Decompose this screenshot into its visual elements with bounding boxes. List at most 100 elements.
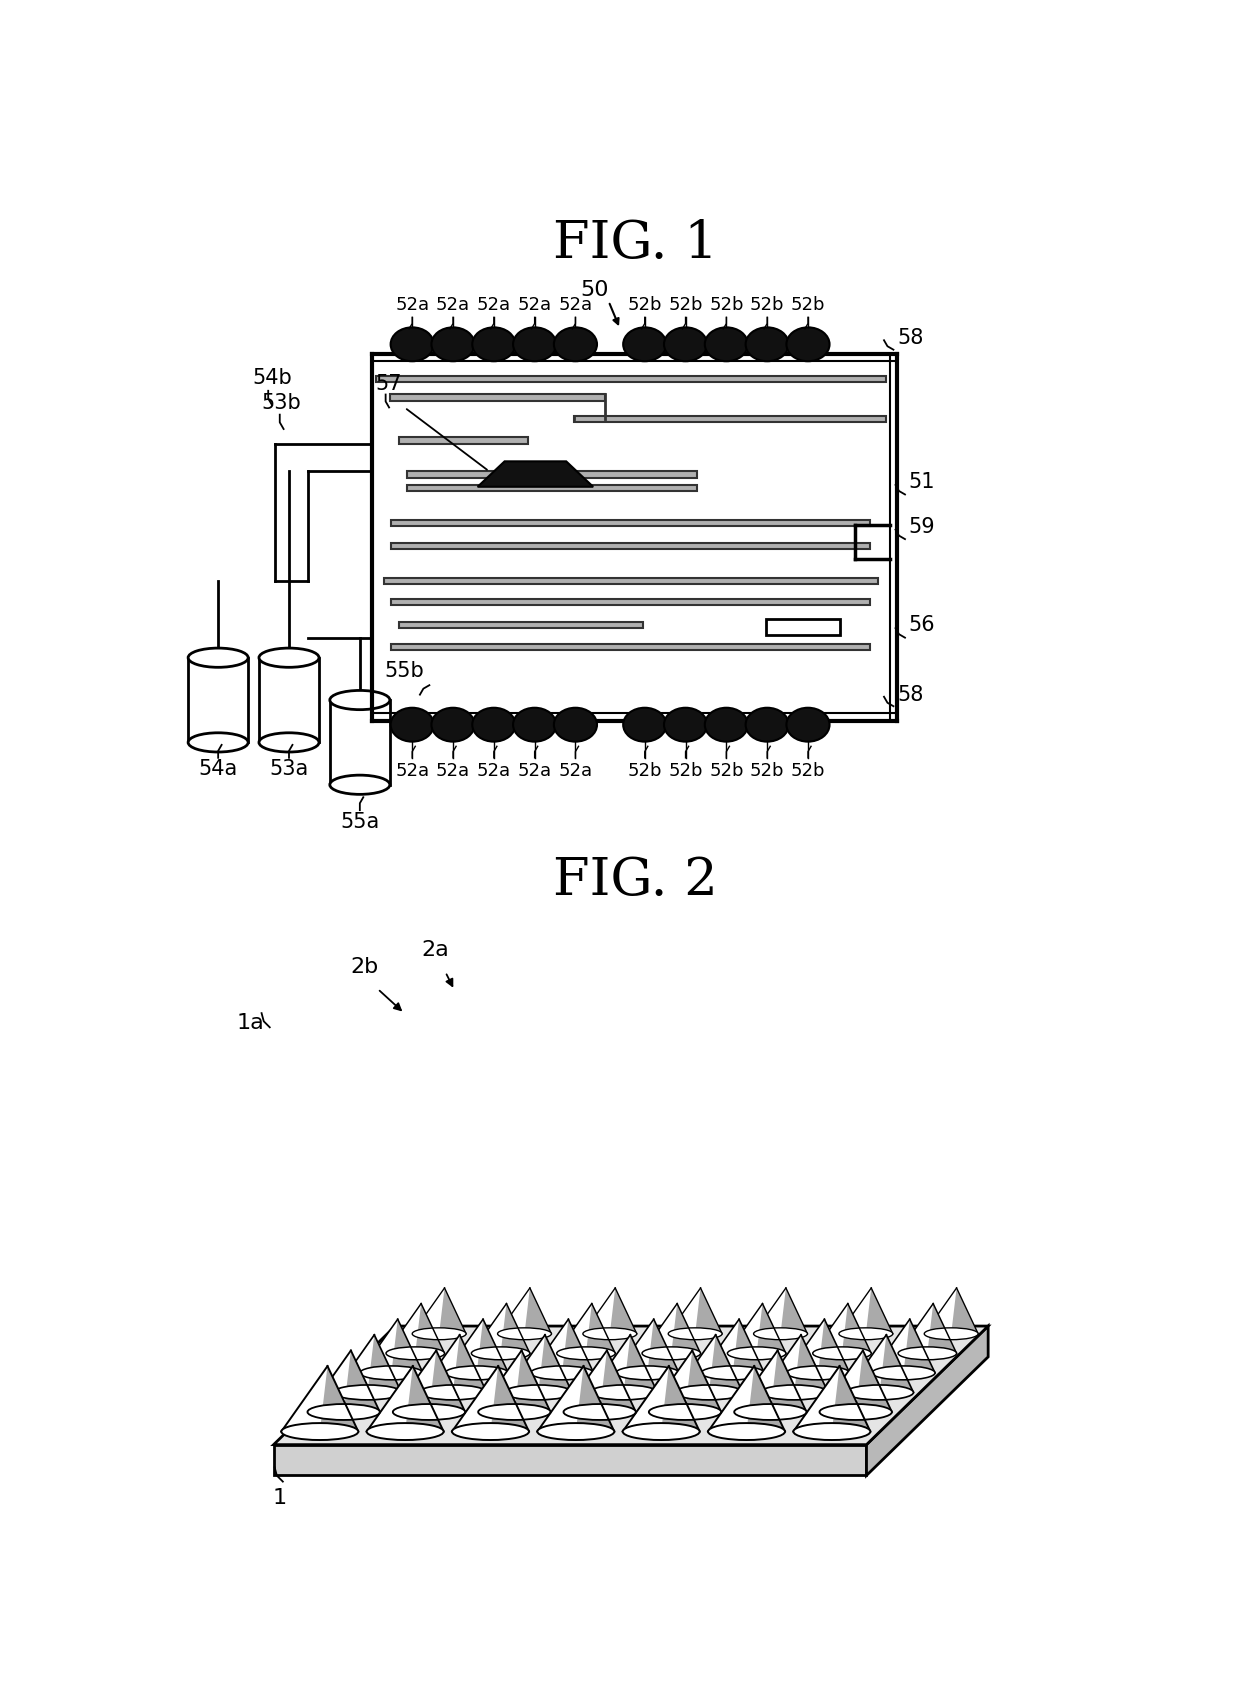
Bar bbox=[259, 658, 319, 742]
Polygon shape bbox=[308, 1351, 379, 1412]
Text: 53b: 53b bbox=[262, 393, 301, 414]
Polygon shape bbox=[415, 1303, 444, 1353]
Polygon shape bbox=[453, 1336, 487, 1392]
Polygon shape bbox=[360, 1319, 423, 1373]
Polygon shape bbox=[600, 1351, 636, 1412]
Ellipse shape bbox=[786, 327, 830, 361]
Ellipse shape bbox=[701, 1366, 764, 1380]
Polygon shape bbox=[515, 1351, 551, 1412]
Ellipse shape bbox=[624, 327, 666, 361]
Bar bbox=[188, 658, 248, 742]
Polygon shape bbox=[898, 1303, 956, 1353]
Bar bbox=[392, 644, 870, 649]
Ellipse shape bbox=[432, 327, 475, 361]
Polygon shape bbox=[820, 1351, 892, 1412]
Ellipse shape bbox=[472, 327, 516, 361]
Polygon shape bbox=[274, 1444, 867, 1475]
Polygon shape bbox=[334, 1336, 402, 1392]
Bar bbox=[407, 471, 697, 478]
Ellipse shape bbox=[281, 1424, 358, 1441]
Text: 52b: 52b bbox=[791, 295, 826, 314]
Polygon shape bbox=[622, 1366, 699, 1432]
Bar bbox=[399, 437, 528, 444]
Bar bbox=[399, 622, 644, 629]
Polygon shape bbox=[872, 1319, 935, 1373]
Polygon shape bbox=[746, 1366, 785, 1432]
Polygon shape bbox=[794, 1366, 870, 1432]
Ellipse shape bbox=[330, 690, 389, 710]
Ellipse shape bbox=[563, 1403, 636, 1420]
Polygon shape bbox=[497, 1288, 552, 1334]
Ellipse shape bbox=[786, 1366, 849, 1380]
Ellipse shape bbox=[505, 1385, 572, 1400]
Polygon shape bbox=[616, 1319, 680, 1373]
Polygon shape bbox=[590, 1336, 657, 1392]
Bar bbox=[330, 700, 389, 785]
Polygon shape bbox=[728, 1303, 786, 1353]
Ellipse shape bbox=[754, 1327, 807, 1339]
Polygon shape bbox=[795, 1336, 828, 1392]
Text: 1: 1 bbox=[273, 1488, 286, 1509]
Ellipse shape bbox=[554, 709, 596, 742]
Polygon shape bbox=[647, 1319, 680, 1373]
Bar bbox=[376, 376, 885, 381]
Polygon shape bbox=[583, 1288, 637, 1334]
Ellipse shape bbox=[557, 1348, 615, 1359]
Bar bbox=[392, 520, 870, 525]
Ellipse shape bbox=[472, 709, 516, 742]
Ellipse shape bbox=[616, 1366, 680, 1380]
Text: 52b: 52b bbox=[627, 295, 662, 314]
Polygon shape bbox=[924, 1288, 978, 1334]
Polygon shape bbox=[367, 1366, 444, 1432]
Text: 52b: 52b bbox=[791, 761, 826, 780]
Polygon shape bbox=[818, 1319, 849, 1373]
Text: 52a: 52a bbox=[436, 295, 470, 314]
Ellipse shape bbox=[583, 1327, 637, 1339]
Polygon shape bbox=[770, 1351, 806, 1412]
Text: 50: 50 bbox=[580, 280, 609, 300]
Ellipse shape bbox=[188, 732, 248, 753]
Ellipse shape bbox=[794, 1424, 870, 1441]
Polygon shape bbox=[708, 1366, 785, 1432]
Polygon shape bbox=[856, 1351, 892, 1412]
Polygon shape bbox=[445, 1319, 508, 1373]
Text: 52b: 52b bbox=[709, 295, 744, 314]
Ellipse shape bbox=[445, 1366, 508, 1380]
Polygon shape bbox=[812, 1303, 872, 1353]
Polygon shape bbox=[709, 1336, 743, 1392]
Ellipse shape bbox=[663, 327, 707, 361]
Polygon shape bbox=[867, 1325, 988, 1475]
Ellipse shape bbox=[513, 327, 557, 361]
Polygon shape bbox=[733, 1319, 764, 1373]
Polygon shape bbox=[281, 1366, 358, 1432]
Polygon shape bbox=[754, 1288, 807, 1334]
Polygon shape bbox=[393, 1351, 465, 1412]
Polygon shape bbox=[661, 1366, 699, 1432]
Text: 52b: 52b bbox=[668, 761, 703, 780]
Polygon shape bbox=[274, 1325, 988, 1444]
Polygon shape bbox=[429, 1351, 465, 1412]
Polygon shape bbox=[756, 1303, 786, 1353]
Text: 52a: 52a bbox=[396, 761, 429, 780]
Text: 58: 58 bbox=[898, 685, 924, 705]
Polygon shape bbox=[879, 1336, 914, 1392]
Text: 52b: 52b bbox=[627, 761, 662, 780]
Text: 52a: 52a bbox=[476, 761, 511, 780]
Text: 57: 57 bbox=[376, 375, 402, 395]
Polygon shape bbox=[696, 1288, 722, 1334]
Text: 56: 56 bbox=[909, 615, 935, 636]
Ellipse shape bbox=[872, 1366, 935, 1380]
Ellipse shape bbox=[386, 1348, 444, 1359]
Text: 52a: 52a bbox=[476, 295, 511, 314]
Polygon shape bbox=[471, 1303, 529, 1353]
Ellipse shape bbox=[839, 1327, 893, 1339]
Text: 52b: 52b bbox=[709, 761, 744, 780]
Polygon shape bbox=[477, 461, 593, 486]
Ellipse shape bbox=[760, 1385, 828, 1400]
Ellipse shape bbox=[531, 1366, 594, 1380]
Ellipse shape bbox=[786, 709, 830, 742]
Polygon shape bbox=[439, 1288, 466, 1334]
Polygon shape bbox=[343, 1351, 379, 1412]
Ellipse shape bbox=[622, 1424, 699, 1441]
Ellipse shape bbox=[471, 1348, 529, 1359]
